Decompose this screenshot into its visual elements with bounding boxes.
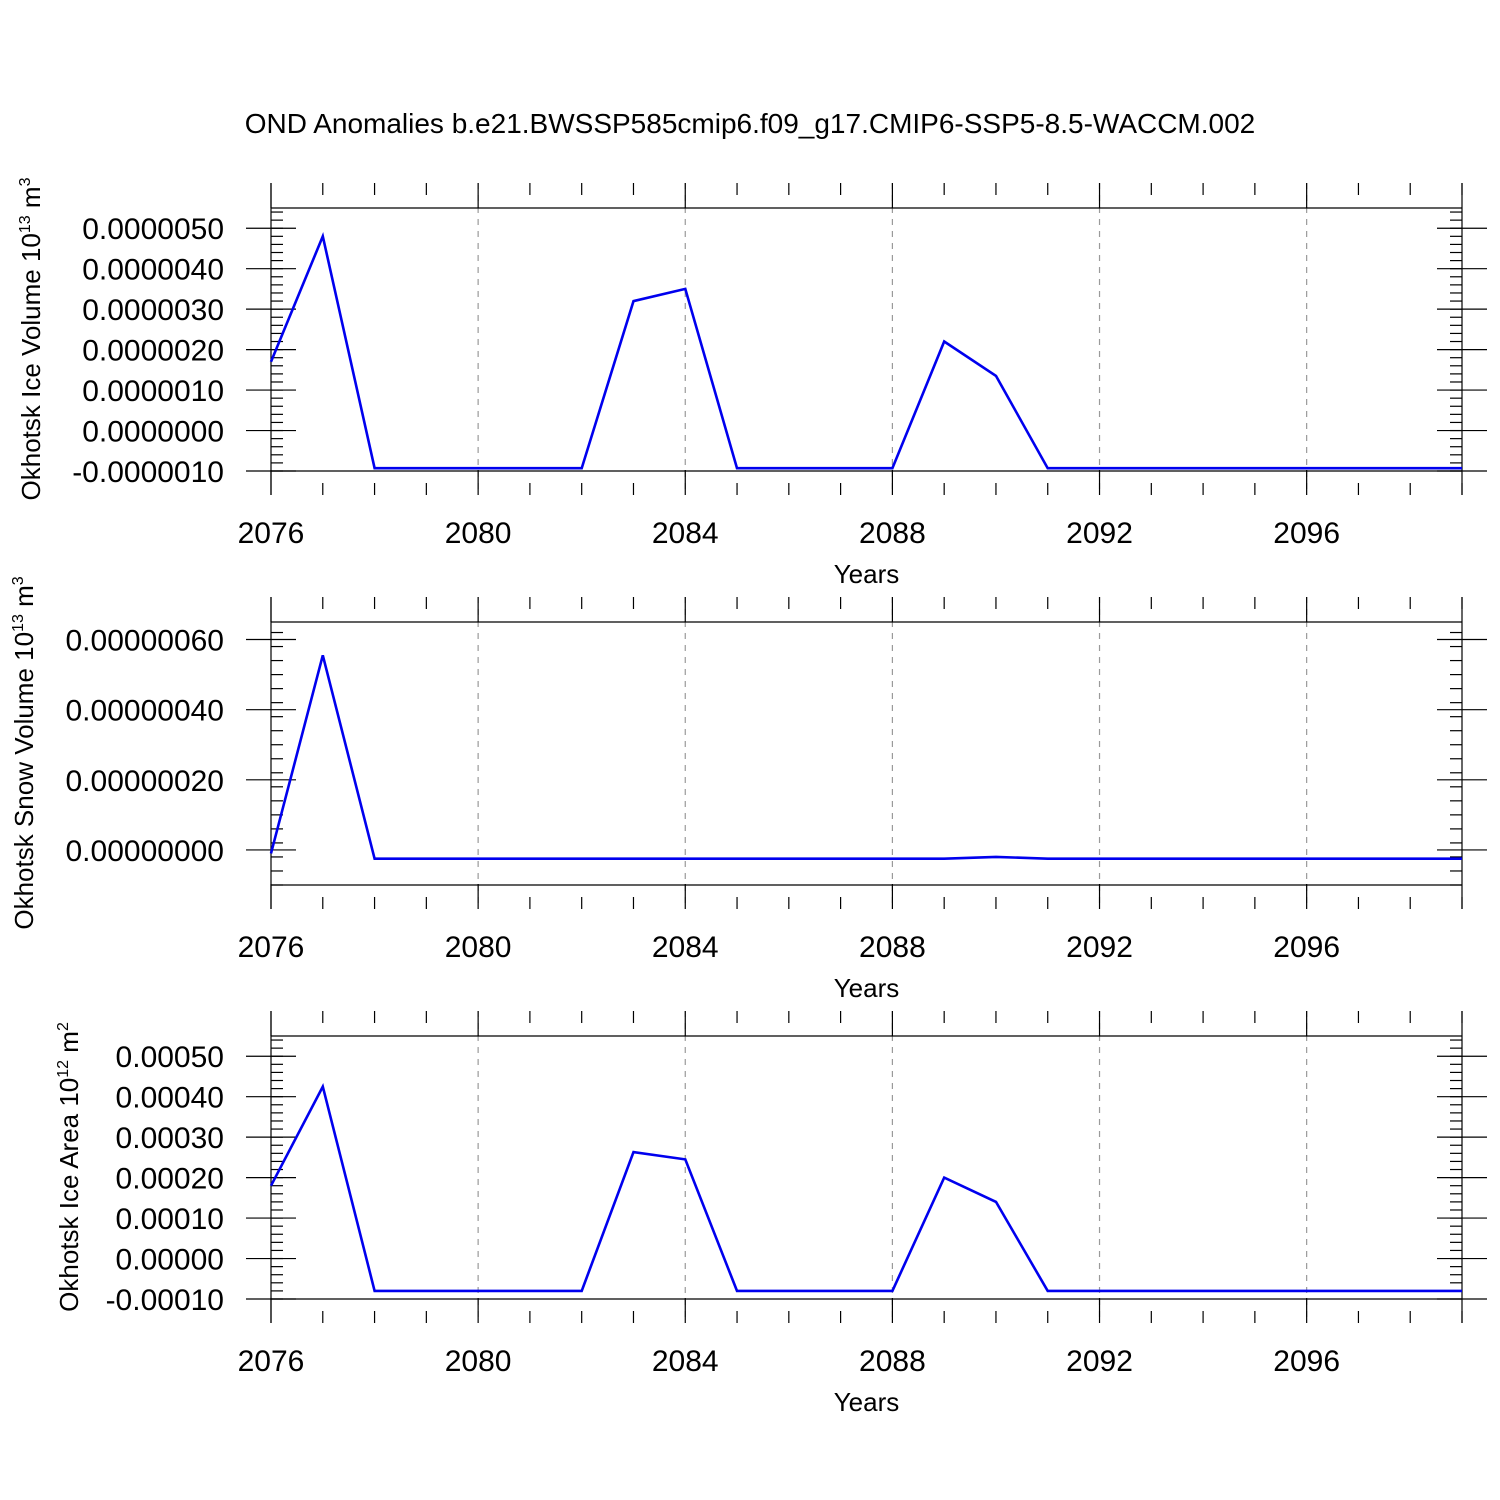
y-tick-label: 0.0000000: [82, 416, 224, 449]
x-tick-label: 2092: [1066, 1345, 1133, 1378]
y-tick-label: 0.0000010: [82, 375, 224, 408]
y-axis-title-exponent: 12: [55, 1060, 72, 1078]
x-tick-label: 2080: [445, 517, 512, 550]
chart-panel-1: -0.0000010 0.0000000 0.0000010 0.0000020 0.0…: [16, 177, 1487, 589]
x-tick-label: 2076: [238, 931, 305, 964]
x-tick-label: 2096: [1273, 931, 1340, 964]
y-tick-label: 0.00000000: [66, 835, 225, 868]
x-tick-label: 2076: [238, 517, 305, 550]
y-axis-title-main: Okhotsk Snow Volume 10: [9, 632, 39, 930]
y-tick-label: 0.00010: [116, 1203, 224, 1236]
y-tick-label: 0.0000050: [82, 213, 224, 246]
y-tick-label: 0.0000030: [82, 294, 224, 327]
x-tick-label: 2096: [1273, 1345, 1340, 1378]
figure-title: OND Anomalies b.e21.BWSSP585cmip6.f09_g1…: [245, 108, 1256, 139]
y-tick-label: -0.00010: [106, 1284, 224, 1317]
y-tick-label: 0.00000060: [66, 625, 225, 658]
x-tick-label: 2088: [859, 517, 926, 550]
series-line-1: [269, 654, 1462, 861]
panels: -0.0000010 0.0000000 0.0000010 0.0000020 0.0…: [9, 177, 1487, 1417]
y-axis-title: Okhotsk Ice Volume 1013 m3: [16, 177, 46, 500]
x-axis-title: Years: [834, 1387, 900, 1417]
chart-panel-3: -0.00010 0.00000 0.00010 0.00020 0.00030 0.00…: [54, 1011, 1487, 1417]
y-tick-label: 0.00000: [116, 1244, 224, 1277]
y-tick-label: 0.00050: [116, 1041, 224, 1074]
y-tick-label: 0.00000020: [66, 765, 225, 798]
x-tick-label: 2088: [859, 1345, 926, 1378]
x-tick-label: 2080: [445, 1345, 512, 1378]
y-tick-label: 0.00030: [116, 1122, 224, 1155]
y-axis-title-exponent: 13: [17, 215, 34, 233]
series-line-1: [269, 1082, 1462, 1293]
y-axis-title-unit-exponent: 3: [10, 576, 27, 585]
y-axis-title: Okhotsk Ice Area 1012 m2: [54, 1022, 84, 1312]
y-tick-label: 0.00000040: [66, 695, 225, 728]
y-axis-title-unit: m: [54, 1031, 84, 1060]
x-tick-label: 2084: [652, 517, 719, 550]
x-axis-title: Years: [834, 973, 900, 1003]
y-axis-title-main: Okhotsk Ice Area 10: [54, 1078, 84, 1312]
y-tick-label: 0.00020: [116, 1163, 224, 1196]
chart-panel-2: 0.00000000 0.00000020 0.00000040 0.00000060…: [9, 576, 1487, 1003]
x-tick-label: 2084: [652, 931, 719, 964]
y-tick-label: -0.0000010: [72, 456, 224, 489]
y-tick-label: 0.0000020: [82, 335, 224, 368]
y-axis-title-main: Okhotsk Ice Volume 10: [16, 233, 46, 500]
y-axis-title-unit-exponent: 3: [17, 177, 34, 186]
y-axis-title-unit: m: [9, 585, 39, 614]
x-axis-title: Years: [834, 559, 900, 589]
series-line-1: [269, 231, 1462, 470]
x-tick-label: 2092: [1066, 517, 1133, 550]
x-tick-label: 2096: [1273, 517, 1340, 550]
y-axis-title: Okhotsk Snow Volume 1013 m3: [9, 576, 39, 929]
x-tick-label: 2088: [859, 931, 926, 964]
y-tick-label: 0.00040: [116, 1082, 224, 1115]
x-tick-label: 2084: [652, 1345, 719, 1378]
y-tick-label: 0.0000040: [82, 254, 224, 287]
x-tick-label: 2076: [238, 1345, 305, 1378]
y-axis-title-exponent: 13: [10, 614, 27, 632]
x-tick-label: 2080: [445, 931, 512, 964]
y-axis-title-unit: m: [16, 186, 46, 215]
x-tick-label: 2092: [1066, 931, 1133, 964]
y-axis-title-unit-exponent: 2: [55, 1022, 72, 1031]
